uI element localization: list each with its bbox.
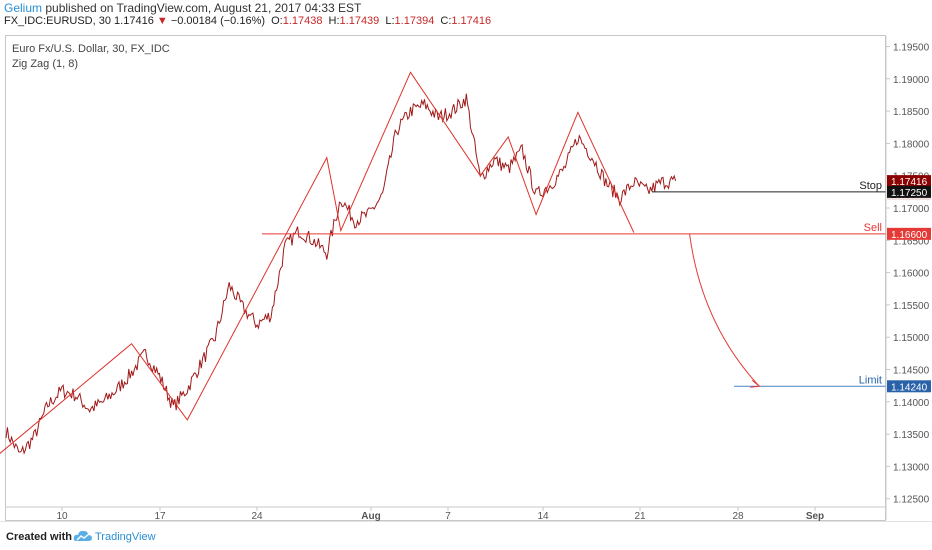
svg-text:1.17416: 1.17416 bbox=[891, 177, 928, 188]
stop-price-badge: 1.17250 bbox=[887, 185, 931, 199]
last-price-badge: 1.17416 bbox=[887, 175, 931, 188]
open-value: 1.17438 bbox=[282, 15, 323, 27]
published-text: published on TradingView.com, August 21,… bbox=[45, 1, 362, 15]
x-tick-label: 7 bbox=[445, 511, 451, 521]
x-tick-label: 10 bbox=[56, 511, 68, 521]
low-label: L: bbox=[385, 15, 395, 27]
open-label: O: bbox=[271, 15, 283, 27]
x-tick-label: 17 bbox=[154, 511, 166, 521]
publish-info: Gelium published on TradingView.com, Aug… bbox=[4, 1, 361, 15]
x-tick-label: Aug bbox=[361, 511, 380, 521]
limit-price-badge: 1.14240 bbox=[887, 380, 931, 393]
symbol-quote-line: FX_IDC:EURUSD, 30 1.17416 ▼ −0.00184 (−0… bbox=[4, 15, 491, 27]
y-tick-label: 1.12500 bbox=[893, 495, 930, 506]
svg-text:1.14240: 1.14240 bbox=[891, 382, 928, 393]
x-tick-label: 28 bbox=[732, 511, 744, 521]
price-chart[interactable]: Stop Sell Limit 1.19500 1.19000 1.18500 1.1800… bbox=[0, 0, 932, 521]
last-price: 1.17416 bbox=[114, 15, 154, 27]
price-axis: 1.195001.190001.185001.180001.175001.170… bbox=[885, 36, 931, 520]
time-axis: 10 17 24 Aug 7 14 21 28 Sep bbox=[6, 506, 886, 521]
created-with-label: Created with bbox=[6, 531, 73, 543]
sell-price-badge: 1.16600 bbox=[887, 227, 931, 241]
symbol-label: FX_IDC:EURUSD, 30 bbox=[4, 15, 111, 27]
indicator-legend[interactable]: Zig Zag (1, 8) bbox=[12, 58, 79, 70]
svg-text:1.16600: 1.16600 bbox=[891, 230, 928, 241]
y-tick-label: 1.17000 bbox=[893, 204, 930, 215]
y-tick-label: 1.19000 bbox=[893, 75, 930, 86]
y-tick-label: 1.18500 bbox=[893, 107, 930, 118]
chart-legend-title: Euro Fx/U.S. Dollar, 30, FX_IDC bbox=[12, 43, 170, 55]
x-tick-label: 24 bbox=[251, 511, 263, 521]
y-tick-label: 1.18000 bbox=[893, 139, 930, 150]
down-arrow-icon: ▼ bbox=[156, 15, 168, 27]
sell-label: Sell bbox=[864, 222, 882, 234]
y-tick-label: 1.15500 bbox=[893, 301, 930, 312]
close-label: C: bbox=[440, 15, 452, 27]
projection-arrow bbox=[689, 233, 760, 387]
y-tick-label: 1.15000 bbox=[893, 333, 930, 344]
footer-bar: Created with TradingView bbox=[0, 521, 932, 550]
stop-label: Stop bbox=[859, 180, 882, 192]
close-value: 1.17416 bbox=[451, 15, 492, 27]
price-change: −0.00184 (−0.16%) bbox=[170, 15, 266, 27]
limit-label: Limit bbox=[859, 374, 882, 386]
y-tick-label: 1.14500 bbox=[893, 366, 930, 377]
y-tick-label: 1.14000 bbox=[893, 398, 930, 409]
price-series-line bbox=[5, 93, 677, 455]
high-value: 1.17439 bbox=[339, 15, 380, 27]
high-label: H: bbox=[328, 15, 340, 27]
zigzag-line bbox=[0, 71, 635, 454]
projection-arrowhead-icon bbox=[750, 379, 761, 388]
author-name[interactable]: Gelium bbox=[4, 1, 43, 15]
low-value: 1.17394 bbox=[394, 15, 435, 27]
y-tick-label: 1.13500 bbox=[893, 430, 930, 441]
y-tick-label: 1.16500 bbox=[893, 236, 930, 247]
svg-text:1.17250: 1.17250 bbox=[891, 188, 928, 199]
y-tick-label: 1.13000 bbox=[893, 462, 930, 473]
y-tick-label: 1.16000 bbox=[893, 269, 930, 280]
y-tick-label: 1.19500 bbox=[893, 43, 930, 54]
tradingview-cloud-icon bbox=[73, 530, 92, 541]
plot-area: Stop Sell Limit bbox=[0, 71, 886, 455]
x-tick-label: 14 bbox=[537, 511, 549, 521]
x-tick-label: 21 bbox=[634, 511, 646, 521]
tradingview-brand[interactable]: TradingView bbox=[95, 531, 156, 543]
x-tick-label: Sep bbox=[806, 511, 824, 521]
